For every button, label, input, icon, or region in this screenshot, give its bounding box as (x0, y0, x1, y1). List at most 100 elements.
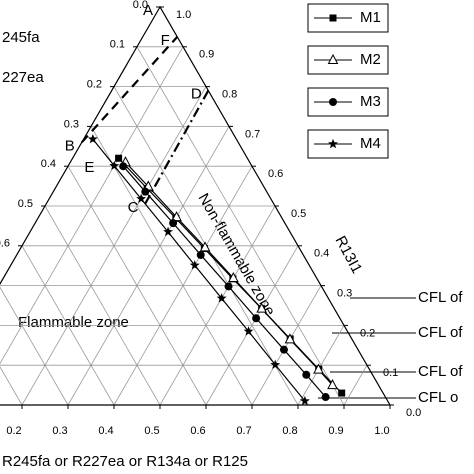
marker (284, 333, 296, 344)
marker (136, 193, 147, 204)
marker (243, 326, 254, 336)
x-tick-label: 1.0 (374, 425, 389, 437)
x-tick-label: 0.5 (144, 425, 159, 437)
dashed-line (144, 90, 210, 205)
x-tick-label: 0.2 (6, 425, 21, 437)
series (115, 154, 346, 397)
left-tick-label: 0.3 (64, 118, 79, 130)
grid-line (297, 325, 345, 406)
grid-line (0, 286, 69, 406)
right-tick-label: 0.4 (314, 248, 329, 260)
marker (302, 370, 311, 379)
left-tick-label: 0.5 (18, 198, 33, 210)
marker (327, 379, 338, 390)
x-axis-label: R245fa or R227ea or R134a or R125 (2, 453, 248, 470)
point-label: D (191, 86, 202, 103)
right-tick-label: 0.1 (383, 367, 398, 379)
point-label: E (84, 159, 94, 176)
right-tick-label: 0.6 (268, 168, 283, 180)
marker (163, 226, 173, 237)
x-tick-label: 0.8 (282, 425, 297, 437)
left-tick-label: 0.0 (133, 0, 148, 11)
grid-line (136, 46, 345, 406)
top-left-text: 245fa (2, 29, 40, 46)
left-tick-label: 0.6 (0, 238, 10, 250)
series-line (122, 165, 327, 398)
marker (119, 162, 128, 171)
cfl-label: CFL of (418, 363, 463, 380)
series (87, 133, 310, 406)
left-tick-label: 0.4 (41, 158, 56, 170)
marker (171, 211, 182, 222)
legend-entry: M3 (307, 87, 389, 117)
marker (328, 138, 338, 149)
grid-line (343, 364, 368, 406)
x-tick-label: 0.4 (98, 425, 113, 437)
marker (256, 302, 267, 313)
marker (199, 241, 211, 252)
right-tick-label: 1.0 (176, 9, 191, 21)
legend-entry: M1 (307, 3, 389, 33)
cfl-label: CFL o (418, 389, 458, 406)
series (119, 162, 330, 402)
grid-line (44, 205, 161, 406)
legend-label: M3 (360, 93, 381, 110)
right-tick-label: 0.0 (406, 407, 421, 419)
x-tick-label: 0.6 (190, 425, 205, 437)
marker (141, 187, 150, 196)
grid-line (90, 126, 253, 406)
marker (321, 393, 330, 402)
right-tick-label: 0.2 (360, 327, 375, 339)
legend-entry: M2 (307, 45, 389, 75)
legend-label: M2 (360, 51, 381, 68)
left-tick-label: 0.2 (87, 79, 102, 91)
marker (216, 293, 227, 303)
right-tick-label: 0.7 (245, 128, 260, 140)
left-tick-label: 0.1 (110, 39, 125, 51)
grid-line (0, 46, 184, 365)
legend-label: M1 (360, 9, 381, 26)
marker (329, 14, 337, 22)
marker (313, 363, 324, 374)
grid-line (67, 126, 230, 406)
cfl-label: CFL of (418, 324, 463, 341)
marker (224, 282, 233, 291)
marker (279, 345, 288, 354)
marker (338, 389, 346, 397)
cfl-leaders (318, 297, 416, 399)
right-tick-label: 0.5 (291, 208, 306, 220)
legend-entry: M4 (307, 129, 389, 159)
marker (299, 395, 310, 406)
grid-line (251, 285, 322, 406)
point-label: A (143, 2, 153, 19)
marker (228, 271, 239, 283)
x-tick-label: 0.3 (52, 425, 67, 437)
dashed-line (80, 36, 179, 144)
series-line (125, 161, 333, 386)
grid-line (21, 245, 115, 406)
marker (109, 160, 120, 171)
marker (329, 98, 337, 106)
grid-line (205, 245, 299, 406)
point-label: B (65, 137, 75, 154)
right-tick-label: 0.3 (337, 288, 352, 300)
marker (327, 53, 339, 64)
x-tick-label: 0.9 (328, 425, 343, 437)
legend-label: M4 (360, 135, 381, 152)
marker (115, 154, 123, 162)
marker (252, 314, 261, 323)
marker (189, 260, 200, 270)
series (120, 156, 338, 390)
zone-label: Non-flammable zone (194, 191, 278, 319)
grid-line (159, 205, 276, 406)
marker (196, 250, 205, 259)
right-tick-label: 0.8 (222, 89, 237, 101)
marker (270, 359, 281, 370)
point-label: C (128, 199, 139, 216)
right-axis-label: R13I1 (332, 233, 366, 276)
grid-line (0, 366, 23, 406)
right-tick-label: 0.9 (199, 49, 214, 61)
top-left-text: 227ea (2, 69, 44, 86)
